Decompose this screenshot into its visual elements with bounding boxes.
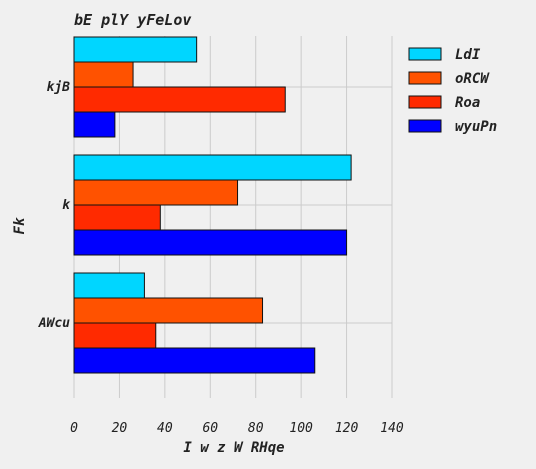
legend-label-wyuPn: wyuPn (455, 119, 497, 135)
legend-label-oRCW: oRCW (455, 71, 490, 87)
y-tick-labels: kjB k AWcu (38, 80, 71, 331)
y-tick-label: k (62, 198, 71, 213)
bar-group (73, 36, 352, 374)
x-axis-label: I w z W RHqe (183, 440, 284, 456)
x-tick-label: 40 (157, 421, 173, 436)
bar-oRCW-AWcu (73, 297, 264, 324)
x-tick-label: 120 (335, 421, 359, 436)
bar-oRCW-kjB (73, 61, 134, 88)
legend: LdI oRCW Roa wyuPn (408, 47, 497, 135)
y-axis-label: Fk (12, 217, 28, 234)
x-tick-label: 60 (202, 421, 218, 436)
bar-Roa-kjB (73, 86, 286, 113)
bar-LdI-k (73, 154, 352, 181)
bar-Roa-k (73, 204, 161, 231)
x-tick-label: 80 (248, 421, 264, 436)
legend-label-Roa: Roa (455, 95, 480, 111)
bar-LdI-AWcu (73, 272, 145, 299)
legend-swatch-LdI (408, 47, 442, 61)
chart-title: bE plY yFeLov (74, 11, 192, 29)
legend-swatch-wyuPn (408, 119, 442, 133)
legend-swatch-oRCW (408, 71, 442, 85)
x-tick-label: 0 (70, 421, 78, 436)
bar-wyuPn-AWcu (73, 347, 316, 374)
legend-swatch-Roa (408, 95, 442, 109)
legend-label-LdI: LdI (455, 47, 481, 63)
y-tick-label: kjB (47, 80, 71, 95)
x-tick-labels: 0 20 40 60 80 100 120 140 (70, 421, 404, 436)
bar-Roa-AWcu (73, 322, 157, 349)
x-tick-label: 20 (112, 421, 128, 436)
bar-wyuPn-k (73, 229, 348, 256)
bar-oRCW-k (73, 179, 239, 206)
bar-LdI-kjB (73, 36, 198, 63)
x-tick-label: 100 (289, 421, 313, 436)
y-tick-label: AWcu (38, 316, 70, 331)
x-tick-label: 140 (380, 421, 404, 436)
bar-wyuPn-kjB (73, 111, 116, 138)
